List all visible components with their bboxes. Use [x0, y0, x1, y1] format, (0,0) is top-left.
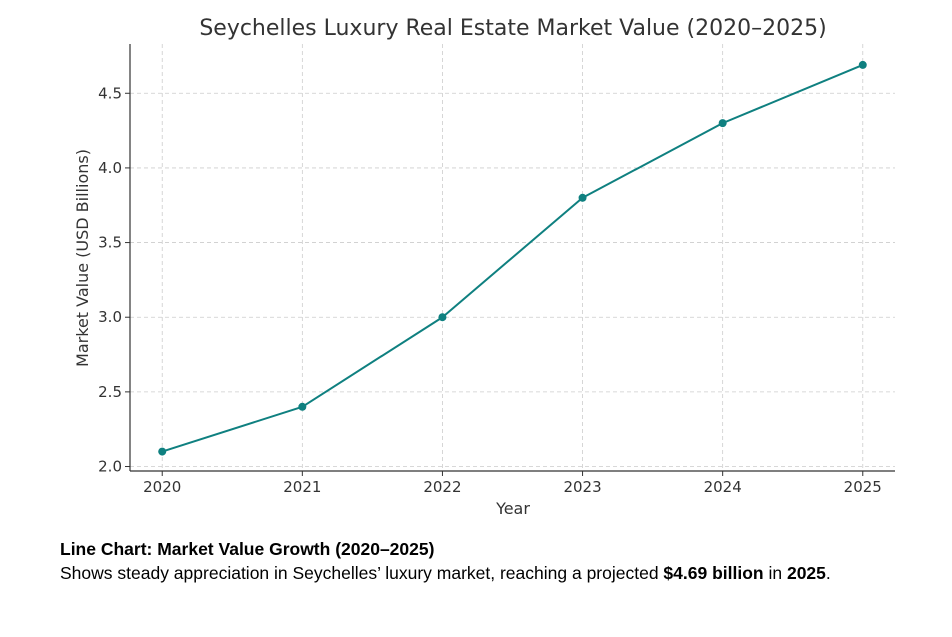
y-tick-label: 3.5 — [98, 234, 122, 252]
chart-caption: Line Chart: Market Value Growth (2020–20… — [60, 537, 920, 585]
x-tick-label: 2023 — [563, 478, 601, 496]
y-tick-label: 4.0 — [98, 159, 122, 177]
data-point — [158, 447, 167, 456]
caption-text-after: . — [825, 563, 831, 583]
line-chart: Seychelles Luxury Real Estate Market Val… — [73, 16, 895, 518]
caption-text-middle: in — [763, 563, 787, 583]
x-tick-label: 2021 — [283, 478, 321, 496]
y-tick-label: 2.5 — [98, 383, 122, 401]
caption-year-bold: 2025 — [786, 563, 826, 583]
x-axis-label: Year — [495, 499, 530, 518]
y-tick-label: 2.0 — [98, 458, 122, 476]
data-point — [298, 402, 307, 411]
x-tick-label: 2022 — [423, 478, 461, 496]
data-point — [438, 313, 447, 322]
data-point — [718, 119, 727, 128]
data-point — [578, 193, 587, 202]
grid-lines — [130, 44, 895, 471]
series — [158, 60, 867, 456]
y-tick-label: 4.5 — [98, 84, 122, 102]
x-tick-label: 2024 — [704, 478, 742, 496]
x-tick-label: 2025 — [844, 478, 882, 496]
caption-value-bold: $4.69 billion — [663, 563, 764, 583]
caption-title: Line Chart: Market Value Growth (2020–20… — [60, 539, 435, 559]
chart-title: Seychelles Luxury Real Estate Market Val… — [199, 16, 826, 41]
y-axis-label: Market Value (USD Billions) — [73, 149, 92, 367]
x-axis-ticks: 2020 2021 2022 2023 2024 2025 — [143, 471, 882, 496]
y-axis-ticks: 2.0 2.5 3.0 3.5 4.0 4.5 — [98, 84, 130, 476]
y-tick-label: 3.0 — [98, 308, 122, 326]
axes — [129, 44, 895, 472]
caption-text-before: Shows steady appreciation in Seychelles’… — [60, 563, 664, 583]
x-tick-label: 2020 — [143, 478, 181, 496]
data-point — [858, 60, 867, 69]
series-line — [161, 63, 864, 453]
